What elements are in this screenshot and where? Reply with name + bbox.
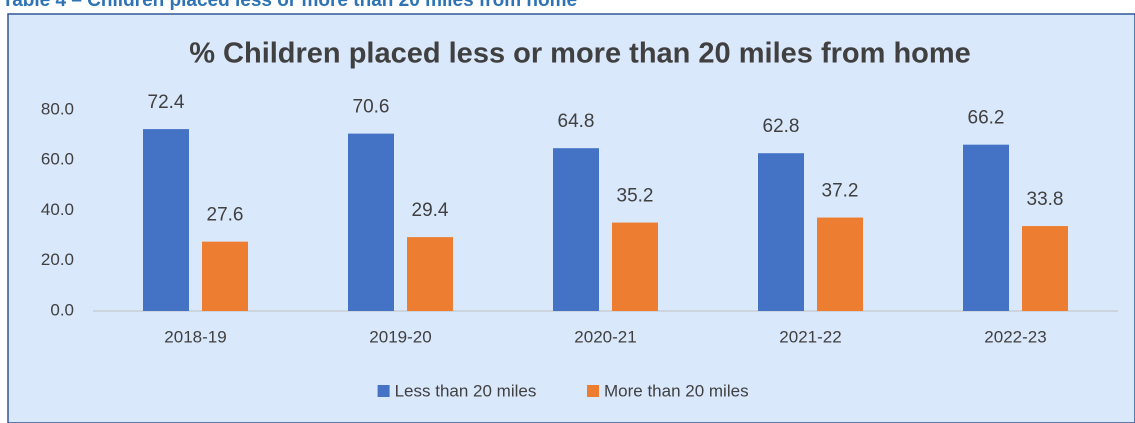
data-label: 33.8 — [1027, 189, 1064, 210]
y-tick-label: 80.0 — [41, 99, 74, 118]
data-label: 37.2 — [822, 181, 859, 202]
data-label: 29.4 — [412, 200, 449, 221]
bar — [407, 237, 453, 311]
bar — [553, 148, 599, 311]
x-tick-label: 2018-19 — [164, 327, 226, 346]
x-tick-label: 2021-22 — [779, 327, 841, 346]
legend-swatch — [587, 385, 599, 397]
chart-title: % Children placed less or more than 20 m… — [189, 38, 971, 70]
legend-label: Less than 20 miles — [395, 381, 537, 400]
x-tick-label: 2020-21 — [574, 327, 636, 346]
table-heading: Table 4 – Children placed less or more t… — [2, 0, 577, 11]
data-label: 72.4 — [148, 92, 185, 113]
data-label: 27.6 — [207, 205, 244, 226]
y-tick-label: 20.0 — [41, 250, 74, 269]
y-tick-label: 40.0 — [41, 200, 74, 219]
data-label: 70.6 — [353, 97, 390, 118]
bar — [348, 133, 394, 311]
data-label: 62.8 — [763, 116, 800, 137]
data-label: 35.2 — [617, 186, 654, 207]
bar — [143, 129, 189, 311]
bar — [612, 222, 658, 311]
bar — [963, 144, 1009, 311]
x-tick-label: 2019-20 — [369, 327, 431, 346]
y-tick-label: 60.0 — [41, 150, 74, 169]
y-tick-label: 0.0 — [50, 300, 74, 319]
bar — [817, 217, 863, 311]
x-tick-label: 2022-23 — [984, 327, 1046, 346]
legend-label: More than 20 miles — [604, 381, 749, 400]
legend-swatch — [377, 385, 390, 397]
bar — [202, 241, 248, 311]
bar — [1022, 226, 1068, 311]
data-label: 64.8 — [558, 111, 595, 132]
bar — [758, 153, 804, 311]
data-label: 66.2 — [968, 108, 1005, 129]
